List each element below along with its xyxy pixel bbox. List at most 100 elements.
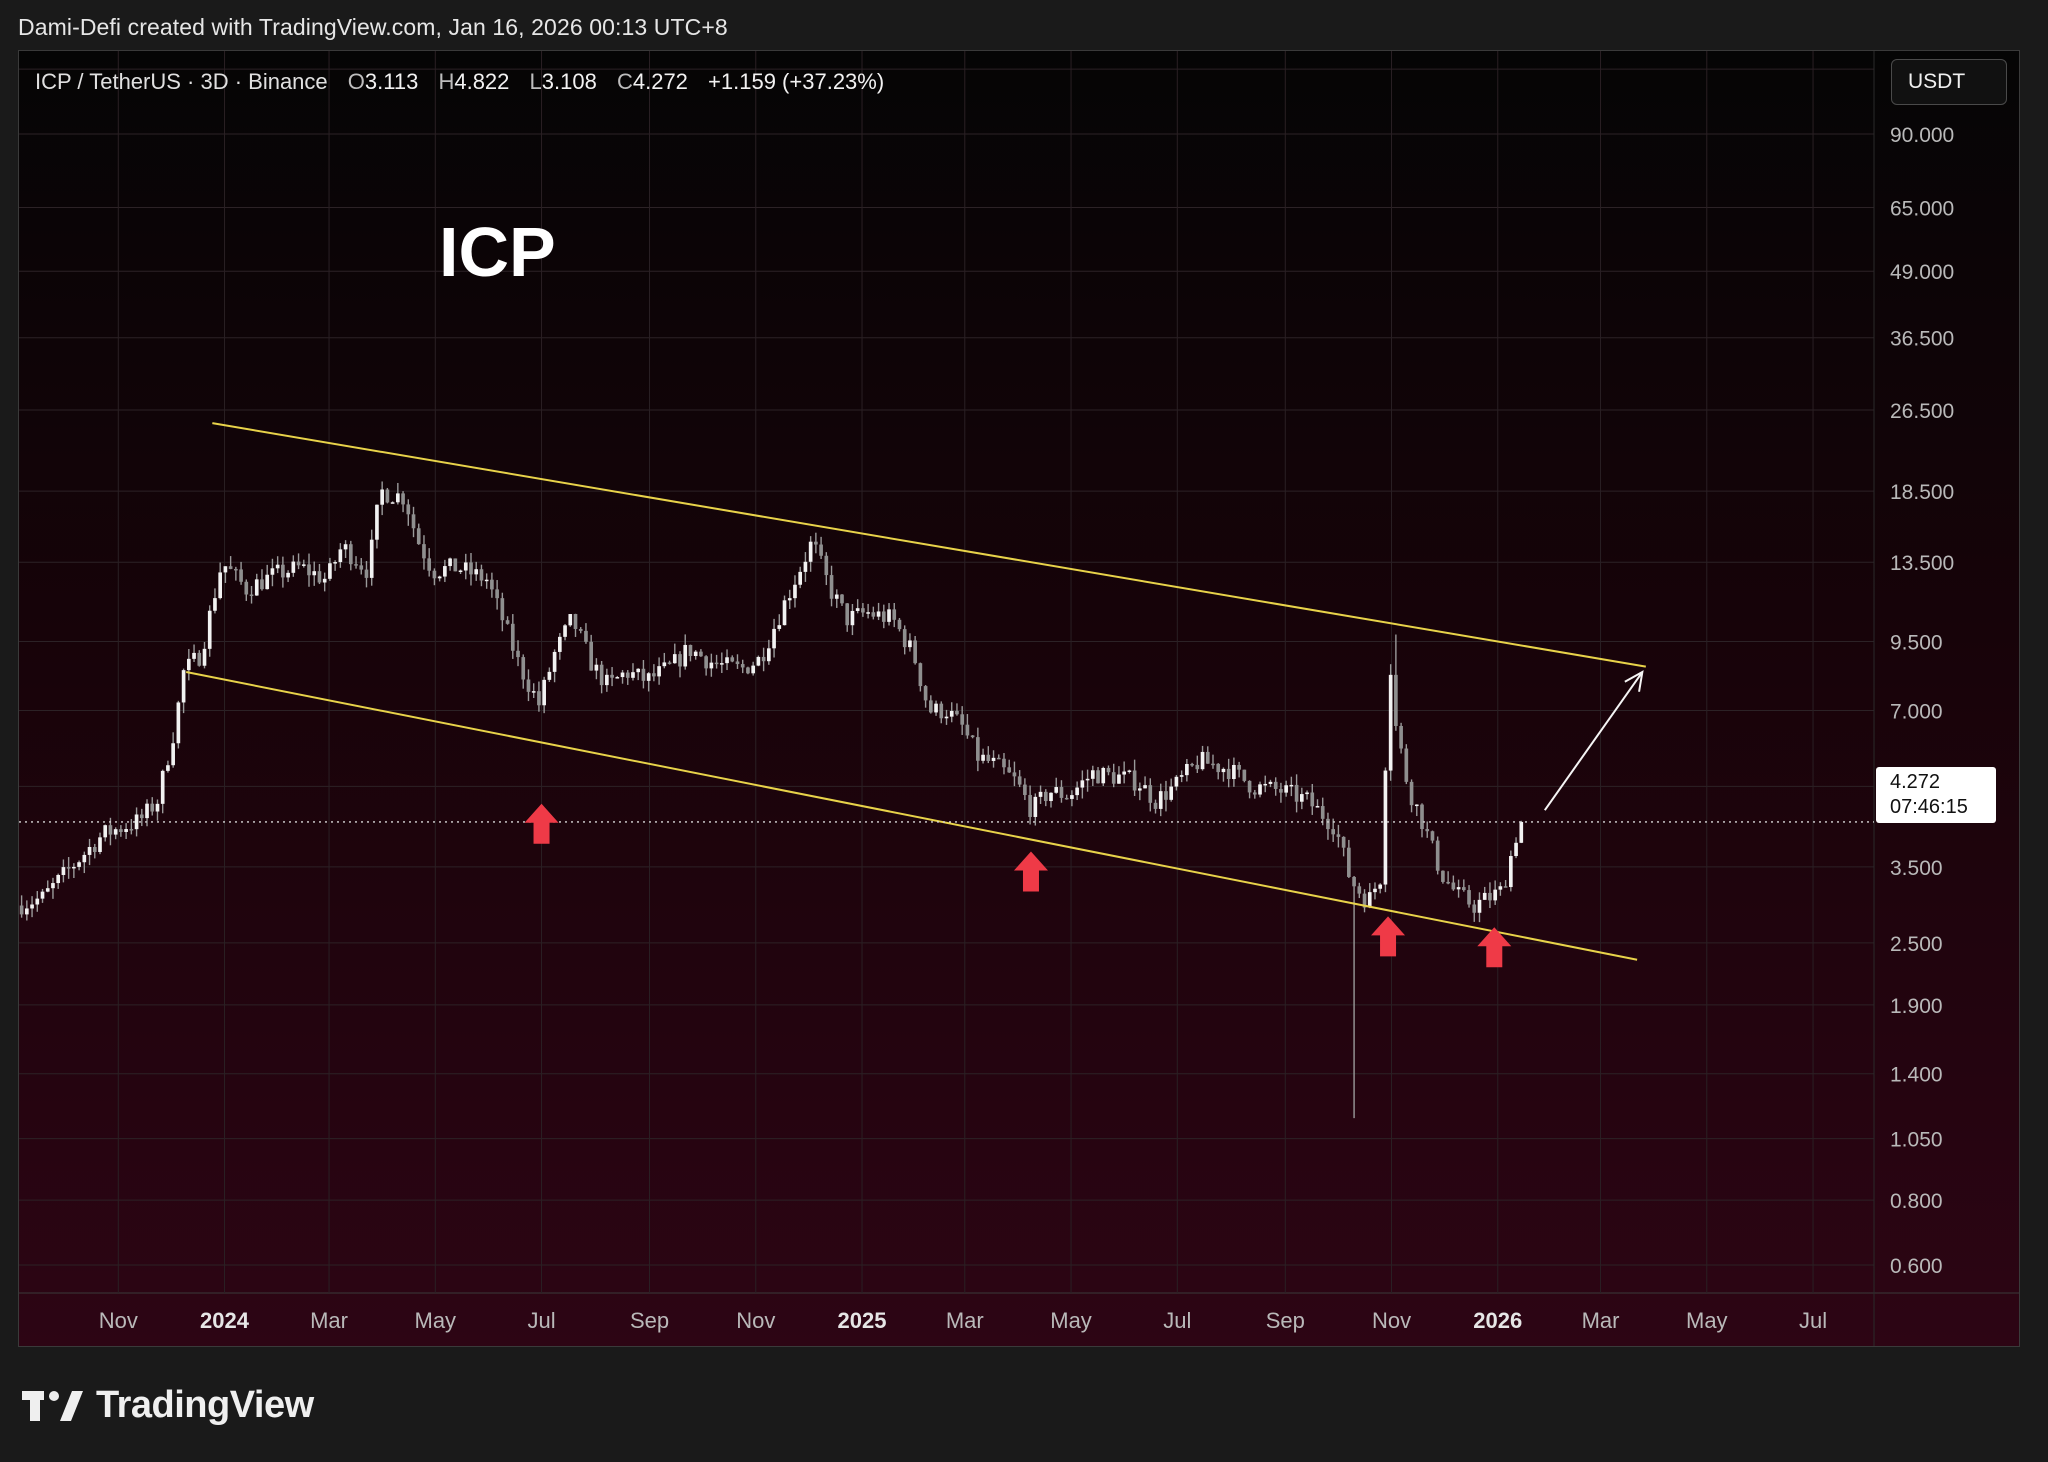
candle-body	[312, 571, 317, 576]
candle-body	[301, 564, 306, 566]
candle-body	[1205, 751, 1210, 764]
candle-body	[108, 825, 113, 835]
candle-body	[871, 612, 876, 617]
candle-body	[714, 662, 719, 665]
candle-body	[1190, 763, 1194, 766]
candle-body	[1226, 768, 1231, 780]
candle-body	[1467, 890, 1471, 905]
candle-body	[150, 803, 155, 812]
candle-body	[406, 504, 411, 515]
bar-countdown: 07:46:15	[1890, 796, 1968, 818]
candle-body	[1482, 892, 1487, 900]
candle-body	[354, 564, 358, 566]
candle-body	[1279, 788, 1283, 793]
candle-body	[427, 558, 432, 571]
candle-body	[652, 673, 656, 677]
candle-body	[495, 589, 499, 599]
candle-body	[1388, 674, 1393, 771]
candle-body	[636, 668, 641, 673]
candle-body	[61, 867, 66, 875]
candle-body	[1503, 886, 1508, 888]
candle-body	[1138, 788, 1142, 791]
y-axis[interactable]: 120.00090.00065.00049.00036.50026.50018.…	[1890, 59, 1966, 1278]
candle-body	[1127, 770, 1132, 772]
candle-body	[1158, 791, 1163, 809]
candle-body	[260, 579, 264, 590]
candle-body	[861, 608, 865, 613]
candle-body	[908, 640, 912, 648]
candle-body	[234, 568, 238, 571]
currency-button[interactable]: USDT	[1891, 59, 2007, 105]
candle-body	[923, 686, 928, 701]
candle-body	[98, 837, 102, 852]
candle-body	[25, 908, 29, 915]
candle-body	[563, 625, 567, 637]
candle-body	[103, 825, 108, 838]
x-tick-label: Mar	[310, 1308, 348, 1333]
chart-attribution: Dami-Defi created with TradingView.com, …	[18, 14, 728, 40]
candle-body	[375, 504, 379, 540]
candle-body	[213, 598, 217, 611]
candle-body	[625, 672, 630, 678]
candle-body	[1195, 764, 1200, 770]
candle-body	[338, 549, 343, 563]
candle-body	[887, 609, 891, 622]
candle-body	[390, 502, 395, 504]
candle-body	[934, 703, 938, 713]
candle-body	[317, 571, 322, 583]
last-price-tag: 4.272 07:46:15	[1876, 767, 1996, 823]
candle-body	[1367, 892, 1372, 908]
x-tick-label: Sep	[630, 1308, 669, 1333]
open-label: O	[347, 69, 365, 94]
channel-lower-line	[186, 671, 1638, 961]
symbol-label[interactable]: ICP / TetherUS · 3D · Binance	[35, 69, 328, 94]
candle-body	[928, 700, 933, 713]
candle-body	[897, 619, 902, 630]
candle-body	[1002, 758, 1006, 768]
x-tick-label: Sep	[1266, 1308, 1305, 1333]
candle-body	[683, 644, 688, 667]
candle-body	[657, 666, 661, 677]
y-tick-label: 65.000	[1890, 197, 1954, 220]
candle-body	[756, 656, 761, 666]
open-value: 3.113	[364, 69, 419, 94]
candle-body	[787, 598, 792, 601]
candle-body	[521, 657, 526, 680]
candle-body	[970, 735, 975, 738]
candle-body	[1179, 775, 1184, 777]
candle-body	[416, 528, 421, 545]
chart-panel[interactable]: 120.00090.00065.00049.00036.50026.50018.…	[18, 50, 2020, 1347]
candle-body	[876, 611, 881, 617]
candle-body	[463, 562, 468, 571]
candle-body	[1211, 763, 1215, 766]
candle-body	[510, 623, 515, 651]
tradingview-logo[interactable]: TradingView	[22, 1384, 314, 1427]
candle-body	[448, 558, 452, 567]
candle-body	[469, 562, 473, 575]
candle-body	[1258, 784, 1262, 795]
y-tick-label: 26.500	[1890, 400, 1954, 423]
candle-body	[615, 677, 620, 679]
x-tick-label: 2026	[1473, 1308, 1522, 1333]
candle-body	[845, 603, 850, 626]
candle-body	[557, 636, 562, 652]
candle-body	[218, 572, 223, 599]
candle-body	[840, 594, 844, 604]
candle-body	[490, 579, 494, 590]
candle-body	[134, 814, 139, 830]
price-chart[interactable]: 120.00090.00065.00049.00036.50026.50018.…	[19, 51, 2019, 1346]
candle-body	[1080, 780, 1085, 788]
x-axis[interactable]: Nov 2024 Mar May Jul Sep Nov 2025 Mar May Jul Sep No…	[99, 1308, 1827, 1333]
candle-body	[1064, 797, 1069, 800]
candle-body	[505, 620, 510, 624]
candle-body	[1216, 763, 1221, 773]
y-tick-label: 49.000	[1890, 261, 1954, 284]
candle-body	[1305, 792, 1309, 795]
x-tick-label: Mar	[946, 1308, 984, 1333]
candle-body	[1336, 834, 1341, 837]
candle-body	[1070, 795, 1074, 799]
candle-body	[568, 614, 573, 626]
candle-body	[437, 576, 442, 579]
candle-body	[1315, 806, 1320, 808]
candle-body	[672, 654, 677, 664]
